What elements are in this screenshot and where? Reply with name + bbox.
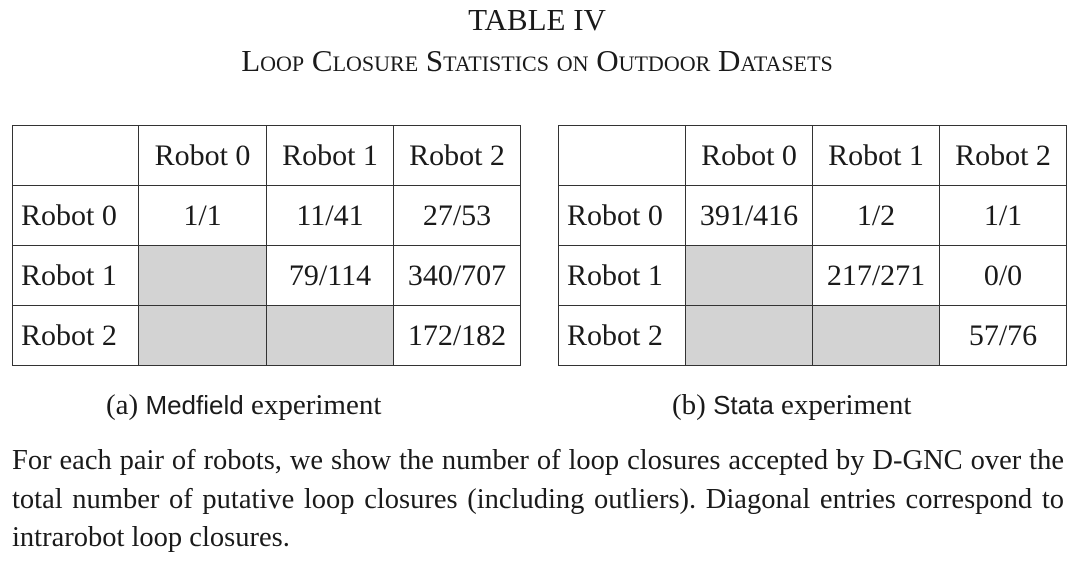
caption-text: experiment: [250, 389, 382, 421]
table-cell: 1/1: [939, 185, 1067, 246]
caption-label: (b): [672, 389, 706, 421]
shaded-empty-cell: [685, 245, 813, 306]
table-row: Robot 2 172/182: [12, 305, 521, 366]
table-cell: 340/707: [393, 245, 521, 306]
table-cell: 1/1: [138, 185, 267, 246]
subtable-caption-b: (b) Stata experiment: [672, 387, 912, 423]
table-cell: 391/416: [685, 185, 813, 246]
header-row: Robot 0 Robot 1 Robot 2: [12, 125, 521, 186]
table-cell: 0/0: [939, 245, 1067, 306]
table-cell: 79/114: [266, 245, 394, 306]
row-header: Robot 1: [558, 245, 686, 306]
corner-cell: [558, 125, 686, 186]
table-row: Robot 2 57/76: [558, 305, 1067, 366]
row-header: Robot 1: [12, 245, 139, 306]
caption-text: experiment: [781, 389, 912, 421]
shaded-empty-cell: [138, 305, 267, 366]
column-header: Robot 2: [939, 125, 1067, 186]
column-header: Robot 1: [812, 125, 940, 186]
table-row: Robot 1 79/114 340/707: [12, 245, 521, 306]
corner-cell: [12, 125, 139, 186]
row-header: Robot 0: [558, 185, 686, 246]
table-cell: 217/271: [812, 245, 940, 306]
stata-table: Robot 0 Robot 1 Robot 2 Robot 0 391/416 …: [558, 125, 1067, 366]
column-header: Robot 2: [393, 125, 521, 186]
shaded-empty-cell: [266, 305, 394, 366]
table-row: Robot 0 1/1 11/41 27/53: [12, 185, 521, 246]
table-row: Robot 0 391/416 1/2 1/1: [558, 185, 1067, 246]
table-cell: 27/53: [393, 185, 521, 246]
table-footnote: For each pair of robots, we show the num…: [12, 445, 1064, 553]
shaded-empty-cell: [812, 305, 940, 366]
table-number: TABLE IV: [468, 2, 606, 37]
column-header: Robot 1: [266, 125, 394, 186]
dataset-name: Medfield: [145, 390, 244, 420]
subtable-caption-a: (a) Medfield experiment: [106, 387, 381, 423]
shaded-empty-cell: [685, 305, 813, 366]
shaded-empty-cell: [138, 245, 267, 306]
row-header: Robot 0: [12, 185, 139, 246]
table-title: Loop Closure Statistics on Outdoor Datas…: [241, 43, 833, 78]
header-row: Robot 0 Robot 1 Robot 2: [558, 125, 1067, 186]
caption-label: (a): [106, 389, 139, 421]
table-cell: 172/182: [393, 305, 521, 366]
medfield-table: Robot 0 Robot 1 Robot 2 Robot 0 1/1 11/4…: [12, 125, 521, 366]
column-header: Robot 0: [138, 125, 267, 186]
table-row: Robot 1 217/271 0/0: [558, 245, 1067, 306]
table-cell: 57/76: [939, 305, 1067, 366]
row-header: Robot 2: [12, 305, 139, 366]
table-cell: 1/2: [812, 185, 940, 246]
column-header: Robot 0: [685, 125, 813, 186]
table-cell: 11/41: [266, 185, 394, 246]
row-header: Robot 2: [558, 305, 686, 366]
dataset-name: Stata: [713, 390, 774, 420]
